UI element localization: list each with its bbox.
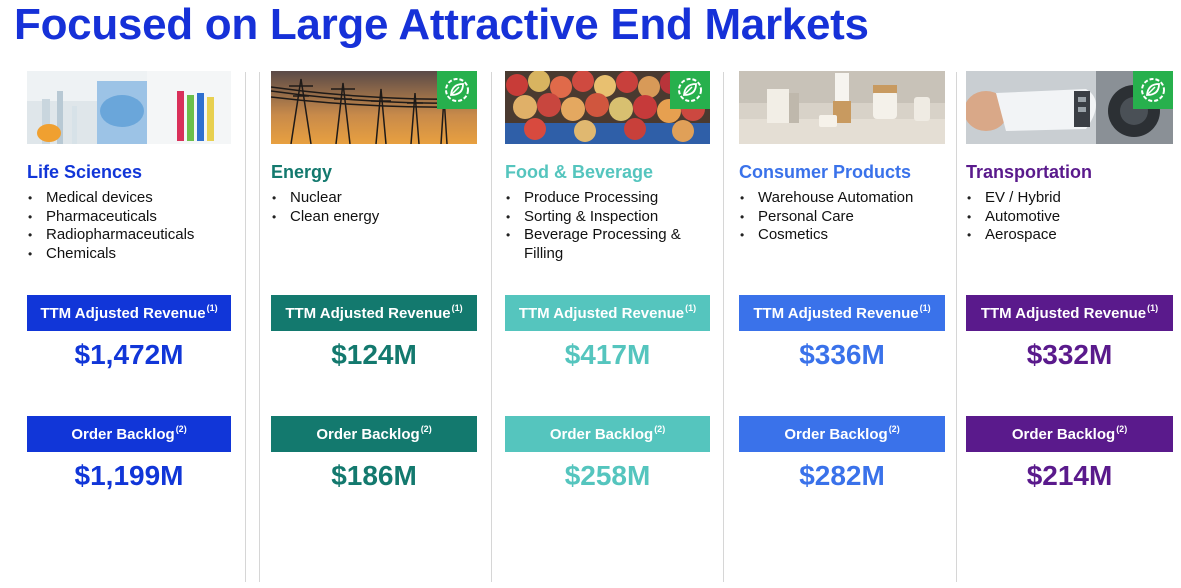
- cosmetics-photo: [739, 71, 945, 144]
- leaf-gear-icon: [1141, 78, 1165, 102]
- market-card-consumer-products: Consumer Products Warehouse Automation P…: [739, 71, 945, 491]
- revenue-footnote: (1): [919, 303, 931, 313]
- backlog-value: $186M: [331, 460, 417, 491]
- column-divider: [259, 72, 260, 582]
- market-bullet: Radiopharmaceuticals: [27, 226, 231, 245]
- backlog-label-text: Order Backlog: [784, 425, 888, 443]
- column-divider: [245, 72, 246, 582]
- revenue-label: TTM Adjusted Revenue (1): [966, 295, 1173, 331]
- backlog-label: Order Backlog (2): [739, 416, 945, 452]
- market-title: Energy: [271, 162, 333, 182]
- revenue-value: $336M: [799, 339, 885, 370]
- revenue-label: TTM Adjusted Revenue (1): [271, 295, 477, 331]
- ev-charger-photo: [966, 71, 1173, 144]
- market-bullet: Personal Care: [739, 208, 945, 227]
- market-bullet: Automotive: [966, 208, 1173, 227]
- revenue-value: $332M: [1026, 339, 1113, 370]
- market-bullets: Warehouse Automation Personal Care Cosme…: [739, 189, 945, 245]
- backlog-label: Order Backlog (2): [27, 416, 231, 452]
- backlog-label-text: Order Backlog: [1011, 425, 1116, 443]
- eco-badge: [670, 71, 710, 109]
- backlog-value: $1,199M: [74, 460, 184, 491]
- market-bullet: Pharmaceuticals: [27, 208, 231, 227]
- lab-scientist-photo: [27, 71, 231, 144]
- market-bullet: Nuclear: [271, 189, 477, 208]
- backlog-value: $258M: [564, 460, 651, 491]
- leaf-gear-icon: [445, 78, 469, 102]
- column-divider: [723, 72, 724, 582]
- backlog-label-text: Order Backlog: [549, 425, 654, 443]
- market-card-life-sciences: Life Sciences Medical devices Pharmaceut…: [27, 71, 231, 491]
- market-bullet: Warehouse Automation: [739, 189, 945, 208]
- market-card-energy: Energy Nuclear Clean energy TTM Adjusted…: [271, 71, 477, 491]
- backlog-label-text: Order Backlog: [71, 425, 175, 443]
- revenue-label-text: TTM Adjusted Revenue: [518, 304, 685, 322]
- power-lines-photo: [271, 71, 477, 144]
- revenue-label-text: TTM Adjusted Revenue: [40, 304, 206, 322]
- revenue-footnote: (1): [451, 303, 463, 313]
- apples-photo: [505, 71, 710, 144]
- revenue-label: TTM Adjusted Revenue (1): [505, 295, 710, 331]
- market-bullet: Sorting & Inspection: [505, 208, 710, 227]
- market-title: Life Sciences: [27, 162, 143, 182]
- market-bullets: Medical devices Pharmaceuticals Radiopha…: [27, 189, 231, 263]
- backlog-footnote: (2): [175, 424, 187, 434]
- backlog-label: Order Backlog (2): [505, 416, 710, 452]
- market-bullet: Medical devices: [27, 189, 231, 208]
- column-divider: [956, 72, 957, 582]
- eco-badge: [1133, 71, 1173, 109]
- backlog-label-text: Order Backlog: [316, 425, 420, 443]
- backlog-footnote: (2): [654, 424, 666, 434]
- revenue-value: $1,472M: [74, 339, 184, 370]
- backlog-value: $214M: [1026, 460, 1113, 491]
- backlog-label: Order Backlog (2): [966, 416, 1173, 452]
- market-title: Transportation: [966, 162, 1093, 182]
- backlog-value: $282M: [799, 460, 885, 491]
- market-bullet: Aerospace: [966, 226, 1173, 245]
- revenue-label: TTM Adjusted Revenue (1): [27, 295, 231, 331]
- revenue-label-text: TTM Adjusted Revenue: [753, 304, 919, 322]
- backlog-footnote: (2): [888, 424, 900, 434]
- column-divider: [491, 72, 492, 582]
- revenue-value: $124M: [331, 339, 417, 370]
- market-bullet: Clean energy: [271, 208, 477, 227]
- market-bullet: Produce Processing: [505, 189, 710, 208]
- market-bullet: Beverage Processing & Filling: [505, 226, 710, 263]
- revenue-label-text: TTM Adjusted Revenue: [285, 304, 451, 322]
- revenue-label-text: TTM Adjusted Revenue: [980, 304, 1147, 322]
- market-bullets: Nuclear Clean energy: [271, 189, 477, 226]
- market-bullets: Produce Processing Sorting & Inspection …: [505, 189, 710, 263]
- market-bullet: Cosmetics: [739, 226, 945, 245]
- market-bullets: EV / Hybrid Automotive Aerospace: [966, 189, 1173, 245]
- market-title: Consumer Products: [739, 162, 912, 182]
- revenue-footnote: (1): [206, 303, 218, 313]
- backlog-footnote: (2): [1116, 424, 1128, 434]
- revenue-footnote: (1): [1147, 303, 1159, 313]
- backlog-label: Order Backlog (2): [271, 416, 477, 452]
- market-title: Food & Beverage: [505, 162, 654, 182]
- revenue-label: TTM Adjusted Revenue (1): [739, 295, 945, 331]
- leaf-gear-icon: [678, 78, 702, 102]
- page-title: Focused on Large Attractive End Markets: [14, 0, 869, 49]
- market-card-transportation: Transportation EV / Hybrid Automotive Ae…: [966, 71, 1173, 491]
- market-card-food-beverage: Food & Beverage Produce Processing Sorti…: [505, 71, 710, 491]
- eco-badge: [437, 71, 477, 109]
- revenue-footnote: (1): [685, 303, 697, 313]
- market-bullet: EV / Hybrid: [966, 189, 1173, 208]
- market-bullet: Chemicals: [27, 245, 231, 264]
- backlog-footnote: (2): [420, 424, 432, 434]
- revenue-value: $417M: [564, 339, 651, 370]
